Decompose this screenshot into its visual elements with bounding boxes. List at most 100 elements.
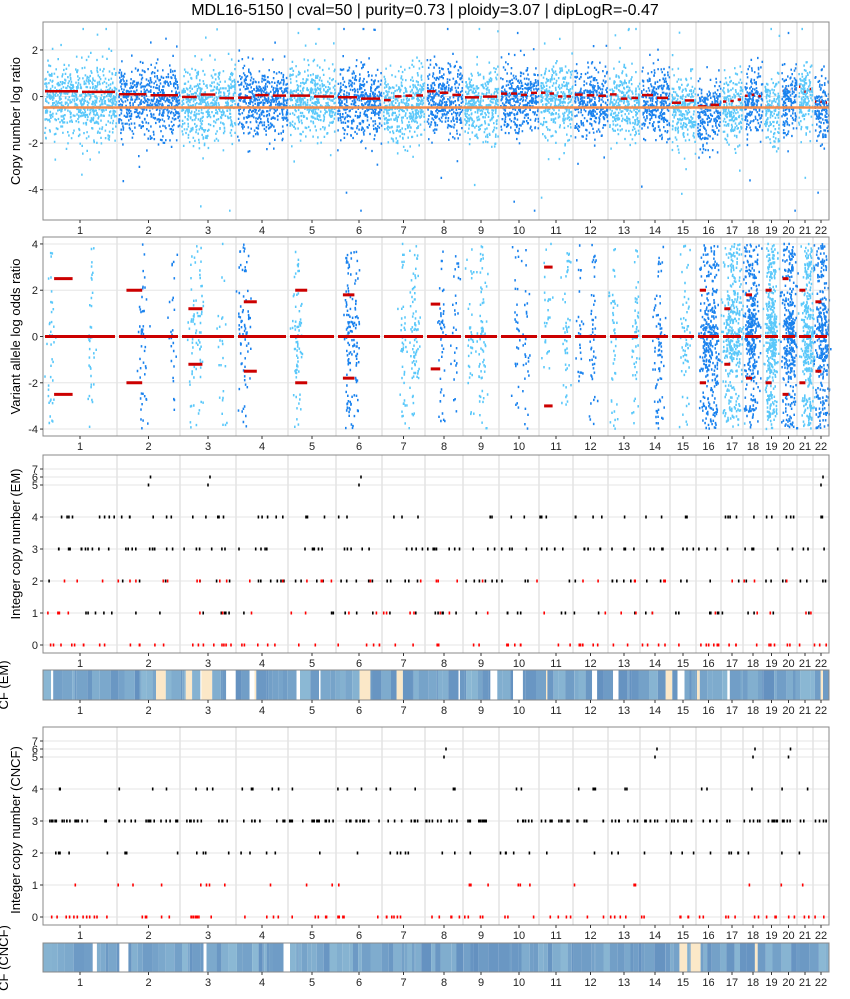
cf-segment xyxy=(412,943,415,972)
cn-cncf-minor-chr15 xyxy=(679,915,690,919)
cf-segment xyxy=(372,670,382,700)
cf-segment xyxy=(591,943,595,972)
valor-points-chr2 xyxy=(136,243,179,430)
x-tick-label: 2 xyxy=(145,705,151,717)
cf-segment xyxy=(296,670,300,700)
cf-segment xyxy=(118,670,125,700)
cf-segment xyxy=(529,943,534,972)
cf-segment xyxy=(182,943,188,972)
cf-segment xyxy=(262,943,265,972)
x-tick-label: 17 xyxy=(726,705,738,717)
cn-em-total-chr18 xyxy=(744,515,755,615)
cn-cncf-minor-chr2 xyxy=(117,883,171,919)
cf-segment xyxy=(359,670,371,700)
cn-cncf-total-chr4 xyxy=(240,787,286,855)
x-tick-label: 16 xyxy=(702,930,714,942)
cf-segment xyxy=(307,943,312,972)
cf-segment xyxy=(407,943,412,972)
cf-segment xyxy=(791,943,797,972)
cf-segment xyxy=(703,943,707,972)
cf-segment xyxy=(131,943,138,972)
cf-segment xyxy=(565,670,575,700)
cf-segment xyxy=(283,670,288,700)
x-tick-label: 16 xyxy=(702,705,714,717)
cf-em-x-axis: 1 2 3 4 5 6 7 8 9 10 11 12 13 14 15 16 17 18 19 20 21 22 xyxy=(77,700,827,717)
cn-cncf-minor-chr20 xyxy=(780,883,796,919)
x-tick-label: 5 xyxy=(309,441,315,453)
x-tick-label: 4 xyxy=(259,225,265,237)
cf-segment xyxy=(490,670,498,700)
valor-points-chr11 xyxy=(541,242,572,406)
cf-segment xyxy=(187,943,190,972)
y-tick-label: 3 xyxy=(32,544,38,556)
cf-segment xyxy=(141,670,145,700)
cf-segment xyxy=(546,670,548,700)
x-tick-label: 14 xyxy=(649,658,661,670)
cn-em-minor-chr21 xyxy=(798,611,812,647)
cf-segment xyxy=(401,943,405,972)
cn-em-total-chr11 xyxy=(539,515,571,615)
cf-segment xyxy=(657,670,666,700)
x-tick-label: 17 xyxy=(726,441,738,453)
x-tick-label: 1 xyxy=(77,977,83,989)
cf-segment xyxy=(464,670,467,700)
cn-em-minor-chr12 xyxy=(578,579,607,647)
cf-segment xyxy=(603,943,610,972)
cf-segment xyxy=(184,670,186,700)
x-tick-label: 12 xyxy=(584,441,596,453)
cf-segment xyxy=(298,943,302,972)
x-tick-label: 8 xyxy=(441,930,447,942)
cnlr-x-axis: 1 2 3 4 5 6 7 8 9 10 11 12 13 14 15 16 17 18 19 20 21 22 xyxy=(77,220,827,237)
x-tick-label: 6 xyxy=(356,441,362,453)
cn-em-total-chr1 xyxy=(48,515,115,615)
cn-cncf-total-chr20 xyxy=(781,747,792,855)
cn-em-minor-chr8 xyxy=(435,579,458,647)
cf-segment xyxy=(747,670,758,700)
x-tick-label: 18 xyxy=(747,225,759,237)
cf-segment xyxy=(228,943,237,972)
cf-segment xyxy=(781,943,792,972)
y-tick-label: 6 xyxy=(32,472,38,484)
cn-cncf-minor-chr19 xyxy=(765,915,777,919)
valor-points-chr10 xyxy=(510,246,531,430)
cf-segment xyxy=(241,670,250,700)
x-tick-label: 20 xyxy=(782,930,794,942)
cf-segment xyxy=(509,943,512,972)
cf-segment xyxy=(300,670,311,700)
cf-segment xyxy=(165,943,175,972)
cn-em-total-chr6 xyxy=(337,475,374,615)
cf-segment xyxy=(649,670,658,700)
x-tick-label: 22 xyxy=(815,705,827,717)
cf-segment xyxy=(670,943,674,972)
cf-segment xyxy=(644,943,655,972)
cf-segment xyxy=(538,943,544,972)
cf-segment xyxy=(478,943,489,972)
y-tick-label: -4 xyxy=(28,185,38,197)
cn-cncf-minor-chr3 xyxy=(190,883,226,919)
x-tick-label: 22 xyxy=(815,225,827,237)
cn-cncf-total-chr17 xyxy=(726,819,740,855)
x-tick-label: 14 xyxy=(649,705,661,717)
x-tick-label: 6 xyxy=(356,977,362,989)
panel-border xyxy=(42,942,830,973)
cf-segment xyxy=(201,670,213,700)
valor-points-chr7 xyxy=(397,242,421,430)
x-tick-label: 10 xyxy=(513,658,525,670)
cf-segment xyxy=(158,943,166,972)
cf-segment xyxy=(471,670,478,700)
cf-segment xyxy=(641,943,645,972)
cf-segment xyxy=(319,670,321,700)
cf-segment xyxy=(273,670,279,700)
y-tick-label: 2 xyxy=(32,285,38,297)
x-tick-label: 18 xyxy=(747,705,759,717)
x-tick-label: 10 xyxy=(513,225,525,237)
cf-segment xyxy=(436,670,438,700)
cf-segment xyxy=(448,670,459,700)
x-tick-label: 18 xyxy=(747,977,759,989)
x-tick-label: 15 xyxy=(677,977,689,989)
cf-segment xyxy=(518,943,522,972)
cn-cncf-minor-chr7 xyxy=(385,915,402,919)
cn-cncf-total-chr10 xyxy=(499,787,533,855)
cf-segment xyxy=(180,670,183,700)
cn-cncf-total-chr2 xyxy=(118,787,179,855)
